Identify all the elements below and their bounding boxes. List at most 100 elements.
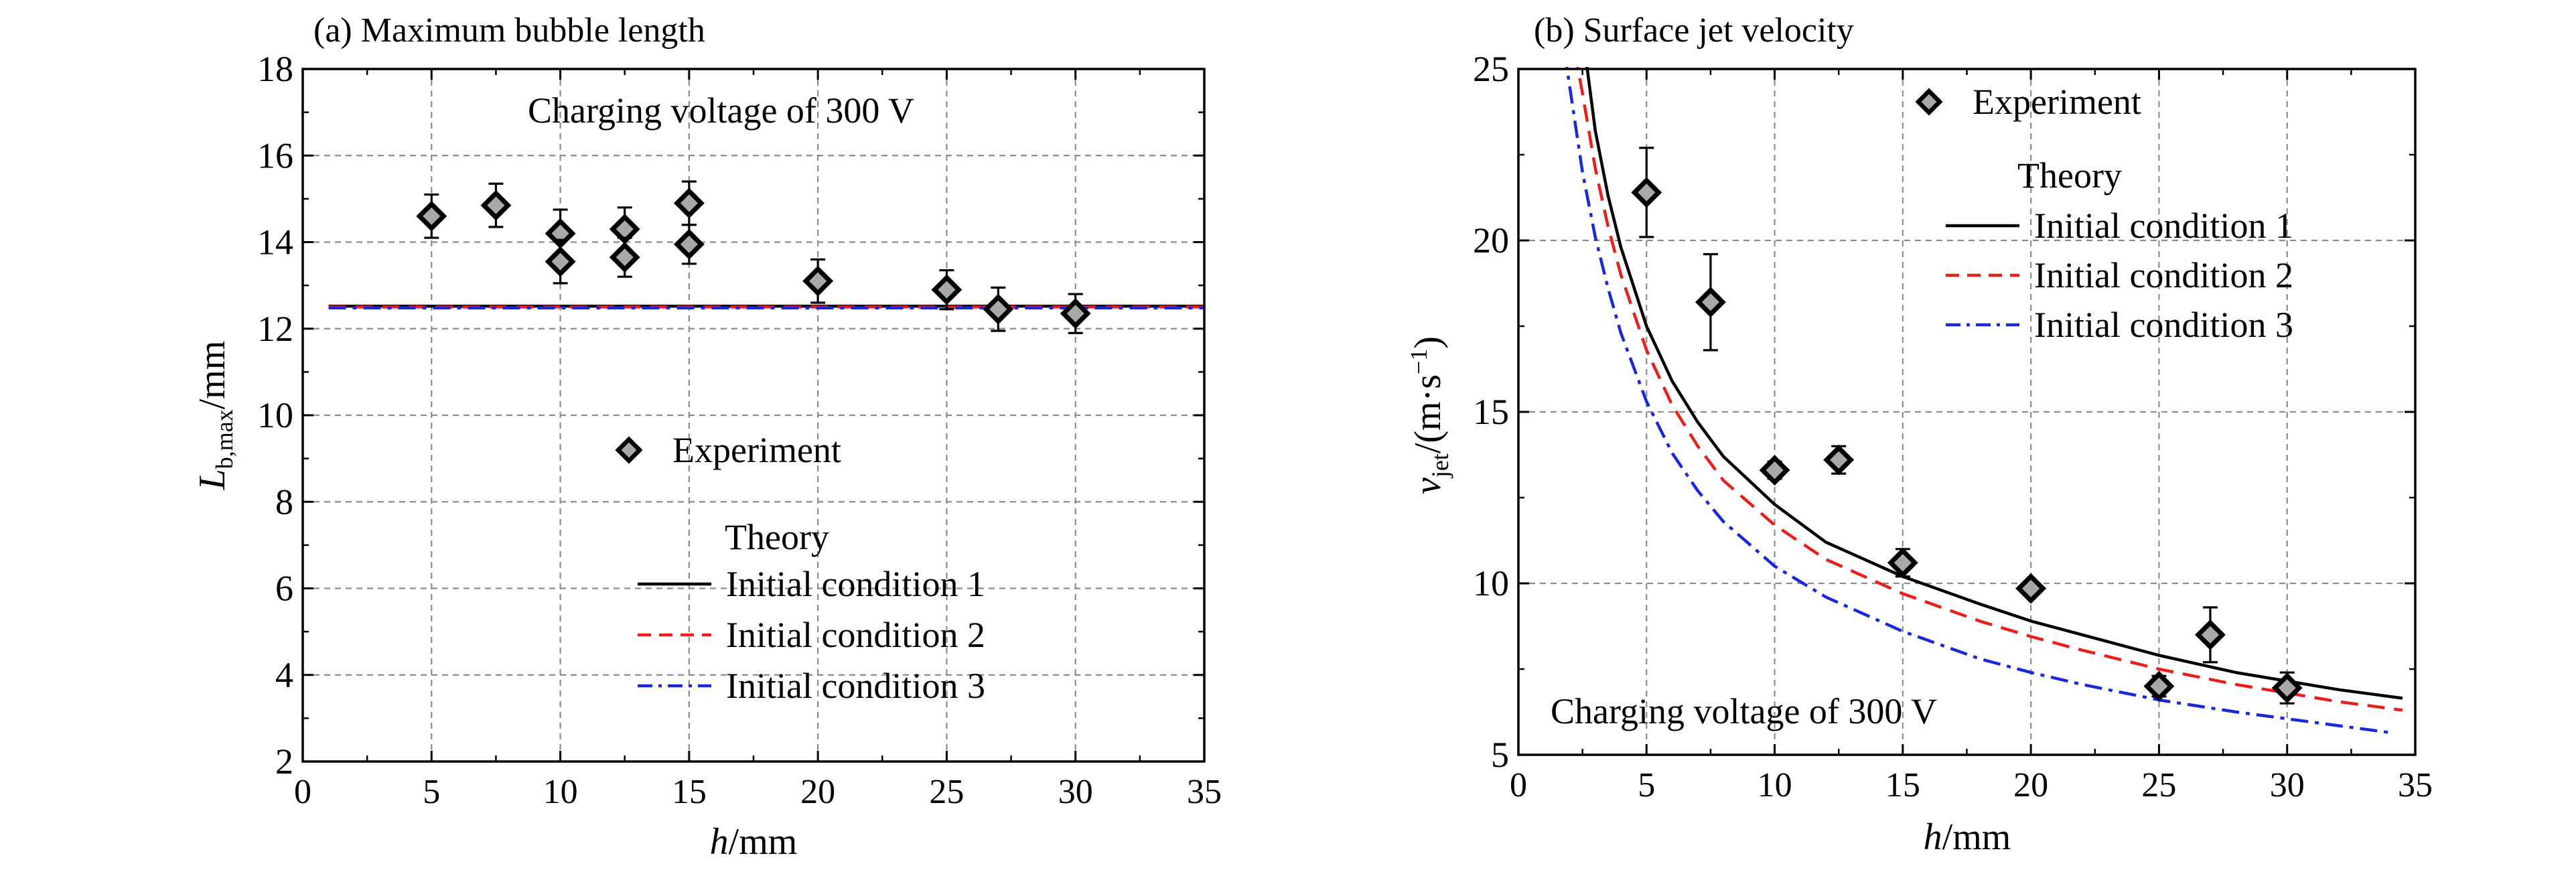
experiment-marker [802,265,834,297]
x-axis-label: h/mm [710,821,798,863]
experiment-point [802,258,834,304]
y-tick-label: 8 [275,482,293,522]
y-tick-label: 16 [257,135,293,175]
x-axis-label-symbol: h [710,821,729,863]
y-tick-label: 14 [257,222,293,263]
y-axis-label-superscript: −1 [1405,349,1432,374]
experiment-point [1823,444,1855,476]
experiment-marker [673,188,705,219]
experiment-marker [983,293,1014,325]
y-tick-label: 15 [1473,392,1509,432]
y-tick-label: 25 [1473,49,1509,89]
experiment-point [931,269,962,311]
x-axis-label: h/mm [1924,816,2011,858]
y-axis-label-unit: /(m·s [1407,374,1449,453]
x-tick-label: 25 [2141,766,2176,804]
legend-line-label-2: Initial condition 2 [726,615,985,655]
legend-experiment-label: Experiment [1973,82,2141,122]
x-axis-label-unit: /mm [1942,816,2011,858]
experiment-point [545,238,576,285]
x-tick-label: 0 [294,773,311,811]
legend-experiment-label: Experiment [672,430,841,470]
x-tick-label: 30 [1058,773,1093,811]
experiment-marker [2143,670,2175,702]
legend-line-label-1: Initial condition 1 [2034,206,2293,246]
grid [1518,69,2415,755]
x-tick-label: 25 [929,773,964,811]
y-tick-label: 6 [275,569,293,609]
x-tick-label: 10 [543,773,578,811]
ticks: 0 5 10 15 20 25 30 35 2 4 6 8 10 12 14 16 18 [257,49,1222,811]
y-tick-label: 4 [275,655,293,695]
y-tick-label: 2 [275,741,293,782]
legend-line-label-1: Initial condition 1 [726,564,985,604]
experiment-point [2194,606,2226,664]
y-tick-label: 10 [257,395,293,435]
experiment-marker [1695,287,1726,318]
y-axis-label-symbol: v [1407,478,1449,494]
legend-line-label-2: Initial condition 2 [2034,255,2293,295]
legend-line-label-3: Initial condition 3 [2034,305,2293,345]
experiment-point [673,180,705,226]
experiment-marker [416,200,447,232]
experiment-marker [2194,619,2226,650]
experiment-point [2271,671,2303,705]
experiment-marker [1631,177,1662,208]
experiment-point [609,236,640,278]
experiment-point [1887,547,1918,579]
legend-theory-heading: Theory [725,517,829,557]
experiment-marker [2271,672,2303,704]
theory-line-3 [1565,67,2390,734]
legend: Experiment Theory Initial condition 1 Initi… [615,430,985,706]
x-tick-label: 20 [2013,766,2048,804]
experiment-point [1631,147,1662,238]
y-axis-label-subscript: b,max [211,409,238,469]
legend: Experiment Theory Initial condition 1 Initi… [1915,82,2293,345]
chart-annotation: Charging voltage of 300 V [528,90,914,131]
x-tick-label: 5 [423,773,440,811]
theory-lines [328,304,1204,309]
x-tick-label: 35 [2398,766,2433,804]
experiment-point [673,224,705,265]
panel-a: 0 5 10 15 20 25 30 35 2 4 6 8 10 12 14 16 18 (a) Maximum … [192,11,1222,863]
experiment-marker [1887,547,1918,579]
grid [303,69,1204,762]
chart-title: (a) Maximum bubble length [313,11,705,50]
experiment-point [416,193,447,239]
experiment-point [2143,670,2175,702]
y-tick-label: 10 [1473,563,1509,603]
experiment-marker [1823,444,1855,476]
theory-line-2 [1576,67,2403,712]
chart-title: (b) Surface jet velocity [1534,11,1854,50]
y-tick-label: 20 [1473,220,1509,261]
experiment-point [2015,573,2047,604]
x-tick-label: 35 [1187,773,1222,811]
experiment-marker [609,242,640,273]
theory-line-1 [1585,67,2403,700]
y-tick-label: 12 [257,309,293,349]
x-tick-label: 0 [1510,766,1527,804]
y-axis-label-unit: /mm [192,341,233,410]
x-axis-label-unit: /mm [729,821,798,863]
y-axis-label: vjet/(m·s−1) [1405,336,1453,494]
experiment-points [416,180,1091,334]
y-axis-label-subscript: jet [1427,453,1453,479]
legend-line-label-3: Initial condition 3 [726,666,985,706]
x-tick-label: 20 [800,773,835,811]
experiment-point [1695,252,1726,352]
experiment-point [983,286,1014,332]
experiment-point [1060,293,1091,334]
y-tick-label: 18 [257,49,293,89]
experiment-marker [545,246,576,277]
x-tick-label: 30 [2270,766,2305,804]
experiment-marker [1060,298,1091,330]
experiment-marker [673,228,705,260]
x-axis-label-symbol: h [1924,816,1942,858]
y-axis-label-symbol: L [192,469,233,490]
experiment-points [1631,147,2303,705]
experiment-point [480,182,512,228]
experiment-marker [1759,455,1790,486]
